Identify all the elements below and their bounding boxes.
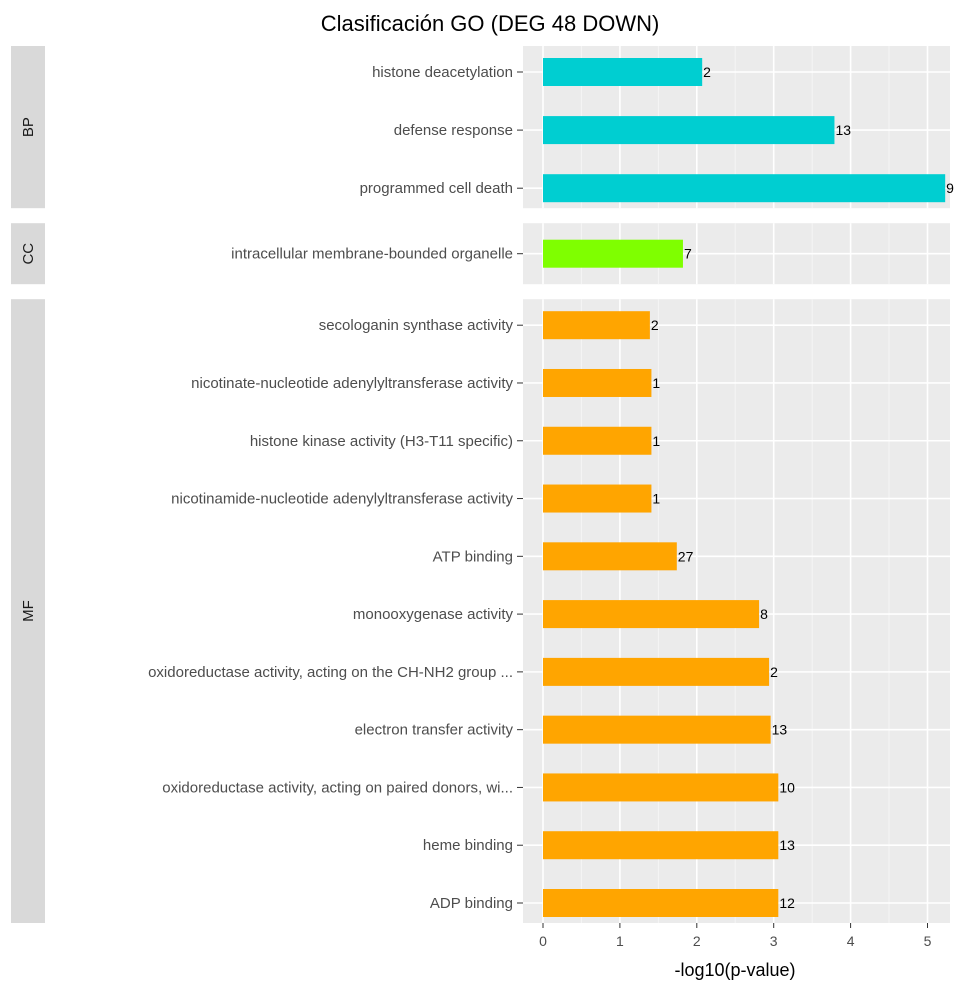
facet-strip: [11, 46, 45, 209]
x-axis-title: -log10(p-value): [674, 960, 795, 980]
bar-value-label: 2: [770, 664, 778, 680]
bar: [543, 58, 703, 86]
x-tick-label: 4: [847, 933, 855, 949]
chart-title: Clasificación GO (DEG 48 DOWN): [321, 11, 660, 36]
x-tick-label: 3: [770, 933, 778, 949]
bar-value-label: 9: [946, 180, 954, 196]
bar-value-label: 12: [779, 895, 795, 911]
facet-strip: [11, 299, 45, 923]
x-tick-label: 2: [693, 933, 701, 949]
bar: [543, 889, 779, 917]
category-label: monooxygenase activity: [353, 606, 514, 623]
bar: [543, 715, 771, 744]
category-label: secologanin synthase activity: [319, 317, 514, 334]
category-label: ATP binding: [433, 548, 513, 565]
bar: [543, 426, 652, 455]
category-label: oxidoreductase activity, acting on the C…: [148, 664, 513, 681]
bar: [543, 116, 835, 145]
bar: [543, 484, 652, 513]
bar-value-label: 2: [651, 317, 659, 333]
facet-label: MF: [20, 600, 37, 622]
bar-value-label: 8: [760, 606, 768, 622]
x-tick-label: 0: [539, 933, 547, 949]
category-label: ADP binding: [430, 895, 513, 912]
bar-value-label: 1: [652, 491, 660, 507]
bar-value-label: 10: [779, 779, 795, 795]
bar: [543, 773, 779, 802]
x-tick-label: 5: [924, 933, 932, 949]
category-label: heme binding: [423, 837, 513, 854]
x-tick-label: 1: [616, 933, 624, 949]
bar: [543, 542, 677, 571]
bar: [543, 831, 779, 860]
bar: [543, 239, 683, 268]
bar: [543, 600, 760, 629]
facet-label: BP: [20, 117, 37, 137]
category-label: oxidoreductase activity, acting on paire…: [162, 779, 513, 796]
bar-value-label: 13: [779, 837, 795, 853]
bar: [543, 311, 650, 340]
category-label: electron transfer activity: [355, 722, 514, 739]
bar-value-label: 1: [652, 375, 660, 391]
category-label: intracellular membrane-bounded organelle: [231, 246, 513, 263]
bar: [543, 657, 770, 686]
bar-value-label: 13: [772, 722, 788, 738]
category-label: histone deacetylation: [372, 64, 513, 81]
bar: [543, 368, 652, 397]
bar-value-label: 13: [835, 122, 851, 138]
category-label: nicotinamide-nucleotide adenylyltransfer…: [171, 491, 513, 508]
category-label: defense response: [394, 122, 513, 139]
category-label: nicotinate-nucleotide adenylyltransferas…: [191, 375, 513, 392]
facet-strip: [11, 223, 45, 285]
bar-value-label: 2: [703, 64, 711, 80]
bar: [543, 174, 946, 203]
facet-label: CC: [20, 243, 37, 265]
bar-value-label: 1: [652, 433, 660, 449]
category-label: programmed cell death: [360, 180, 513, 197]
bar-value-label: 27: [678, 548, 694, 564]
category-label: histone kinase activity (H3-T11 specific…: [250, 433, 513, 450]
bar-value-label: 7: [684, 246, 692, 262]
